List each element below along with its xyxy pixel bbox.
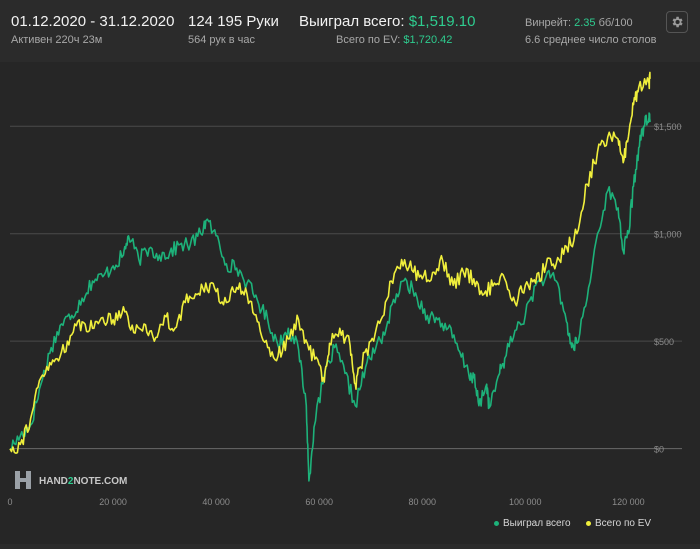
legend-won-label: Выиграл всего [503,518,571,529]
won-total: Выиграл всего: $1,519.10 [299,13,475,30]
x-tick-label: 120 000 [612,497,645,507]
x-tick-label: 60 000 [305,497,333,507]
legend-ev[interactable]: Всего по EV [586,518,651,529]
gear-icon [672,16,683,28]
winrate-label: Винрейт: [525,17,572,29]
series-line-won [9,112,651,482]
won-label: Выиграл всего: [299,13,405,30]
legend-won[interactable]: Выиграл всего [494,518,571,529]
legend-won-marker [494,520,499,526]
grid-lines [10,125,682,450]
ev-label: Всего по EV: [336,34,401,46]
y-tick-label: $1,500 [654,122,682,132]
series-line-ev [9,71,651,454]
hands-per-hour: 564 рук в час [188,34,256,46]
won-value: $1,519.10 [408,13,476,30]
y-tick-label: $0 [654,445,664,455]
chart-area: $0 $500 $1,000 $1,500 0 20 000 40 000 60 000 80… [0,62,700,544]
y-tick-label: $500 [654,337,674,347]
winrate: Винрейт: 2.35 бб/100 [525,17,633,29]
active-time: Активен 220ч 23м [11,34,103,46]
legend-ev-marker [586,520,591,526]
legend-ev-label: Всего по EV [595,518,652,529]
profit-chart: $0 $500 $1,000 $1,500 0 20 000 40 000 60 000 80… [7,71,682,507]
y-axis-ticks: $0 $500 $1,000 $1,500 [654,122,682,454]
logo-text: HAND2NOTE.COM [39,476,127,487]
hand2note-logo-mark: HAND2NOTE.COM [15,471,127,489]
x-tick-label: 0 [7,497,12,507]
x-tick-label: 80 000 [408,497,436,507]
ev-total: Всего по EV: $1,720.42 [336,34,452,46]
date-range: 01.12.2020 - 31.12.2020 [11,13,175,30]
stats-header: 01.12.2020 - 31.12.2020 Активен 220ч 23м… [0,0,700,62]
winrate-value: 2.35 [574,17,596,29]
x-tick-label: 40 000 [202,497,230,507]
x-axis-ticks: 0 20 000 40 000 60 000 80 000 100 000 120 000 [7,497,644,507]
x-tick-label: 20 000 [99,497,127,507]
x-tick-label: 100 000 [509,497,542,507]
series-lines [9,71,651,482]
tables-average: 6.6 среднее число столов [525,34,657,46]
hands-count: 124 195 Руки [188,13,279,30]
y-tick-label: $1,000 [654,230,682,240]
hand2note-logo: HAND2NOTE.COM [14,469,144,496]
settings-button[interactable] [666,11,688,33]
ev-value: $1,720.42 [403,34,453,46]
winrate-unit: бб/100 [598,17,633,29]
